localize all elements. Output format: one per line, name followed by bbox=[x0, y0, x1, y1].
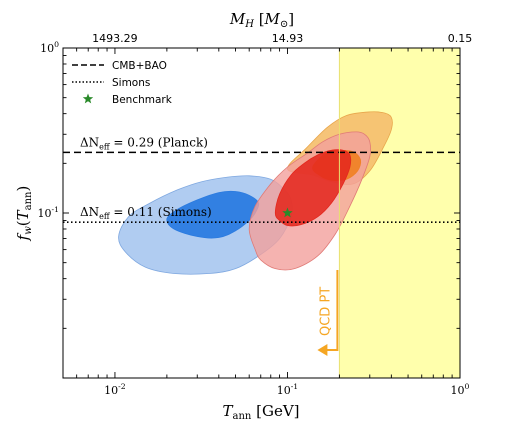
qcd-pt-arrowhead bbox=[317, 344, 328, 356]
legend-label-benchmark: Benchmark bbox=[112, 94, 173, 106]
ticks: 10-2 10-1 100 10-1 100 1493.29 14.93 0.15 bbox=[38, 32, 473, 397]
qcd-pt-annotation: QCD PT bbox=[317, 270, 339, 356]
qcd-pt-label: QCD PT bbox=[318, 287, 333, 336]
contours bbox=[118, 111, 393, 275]
top-tick-label: 1493.29 bbox=[92, 32, 138, 45]
shaded-region bbox=[339, 48, 460, 378]
tick-label: 100 bbox=[40, 40, 59, 55]
qcd-pt-arrow bbox=[325, 270, 339, 351]
contour-red-inner bbox=[274, 149, 352, 227]
tick-label: 10-1 bbox=[277, 382, 299, 397]
top-tick-label: 0.15 bbox=[448, 32, 473, 45]
y-axis-label: fw(Tann) bbox=[14, 186, 34, 242]
planck-line-label: ΔNeff = 0.29 (Planck) bbox=[80, 135, 208, 151]
top-axis-label: MH [M⊙] bbox=[229, 10, 294, 30]
legend: CMB+BAO Simons Benchmark bbox=[72, 60, 173, 106]
legend-label-cmb-bao: CMB+BAO bbox=[112, 60, 167, 72]
tick-label: 10-2 bbox=[104, 382, 126, 397]
legend-label-simons: Simons bbox=[112, 77, 150, 89]
reference-lines bbox=[63, 151, 460, 223]
top-tick-label: 14.93 bbox=[272, 32, 304, 45]
benchmark-point bbox=[282, 207, 293, 218]
legend-star-icon bbox=[82, 93, 94, 104]
x-axis-label: Tann [GeV] bbox=[222, 402, 299, 422]
tick-label: 10-1 bbox=[38, 205, 60, 220]
tick-label: 100 bbox=[451, 382, 470, 397]
simons-line-label: ΔNeff = 0.11 (Simons) bbox=[80, 205, 212, 221]
